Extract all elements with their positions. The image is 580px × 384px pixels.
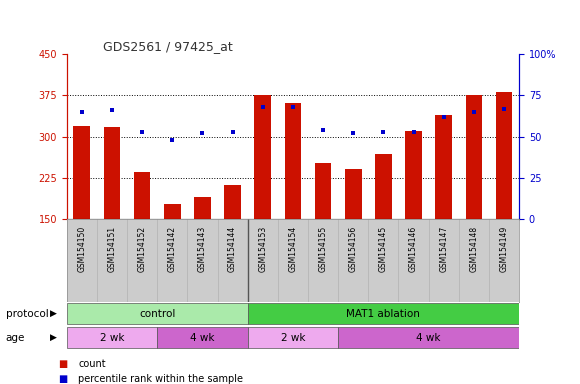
Text: count: count bbox=[78, 359, 106, 369]
Bar bbox=[345, 169, 361, 219]
Text: GSM154143: GSM154143 bbox=[198, 226, 207, 272]
Text: control: control bbox=[139, 309, 175, 319]
Text: GSM154151: GSM154151 bbox=[107, 226, 117, 272]
Text: GSM154146: GSM154146 bbox=[409, 226, 418, 272]
Bar bbox=[315, 163, 331, 219]
Text: protocol: protocol bbox=[6, 309, 49, 319]
Text: GSM154142: GSM154142 bbox=[168, 226, 177, 272]
FancyBboxPatch shape bbox=[67, 303, 248, 324]
Text: GDS2561 / 97425_at: GDS2561 / 97425_at bbox=[103, 40, 233, 53]
Text: 4 wk: 4 wk bbox=[416, 333, 441, 343]
Text: GSM154148: GSM154148 bbox=[469, 226, 478, 272]
FancyBboxPatch shape bbox=[248, 303, 519, 324]
FancyBboxPatch shape bbox=[338, 327, 519, 348]
Text: MAT1 ablation: MAT1 ablation bbox=[346, 309, 420, 319]
Bar bbox=[496, 91, 512, 219]
Bar bbox=[224, 185, 241, 219]
Bar bbox=[285, 103, 301, 219]
FancyBboxPatch shape bbox=[157, 327, 248, 348]
Text: GSM154155: GSM154155 bbox=[318, 226, 328, 272]
FancyBboxPatch shape bbox=[248, 327, 338, 348]
Bar bbox=[405, 131, 422, 219]
Bar bbox=[255, 95, 271, 219]
Text: GSM154156: GSM154156 bbox=[349, 226, 358, 272]
Text: 4 wk: 4 wk bbox=[190, 333, 215, 343]
Text: GSM154147: GSM154147 bbox=[439, 226, 448, 272]
Text: GSM154152: GSM154152 bbox=[137, 226, 147, 272]
Text: age: age bbox=[6, 333, 25, 343]
Bar bbox=[104, 127, 120, 219]
Text: GSM154149: GSM154149 bbox=[499, 226, 509, 272]
Text: ▶: ▶ bbox=[50, 333, 57, 342]
Bar bbox=[375, 154, 392, 219]
Text: ▶: ▶ bbox=[50, 309, 57, 318]
Text: GSM154145: GSM154145 bbox=[379, 226, 388, 272]
Text: GSM154144: GSM154144 bbox=[228, 226, 237, 272]
Text: 2 wk: 2 wk bbox=[281, 333, 305, 343]
Bar bbox=[436, 115, 452, 219]
Text: ■: ■ bbox=[58, 374, 67, 384]
Text: 2 wk: 2 wk bbox=[100, 333, 124, 343]
Text: GSM154154: GSM154154 bbox=[288, 226, 298, 272]
Text: GSM154150: GSM154150 bbox=[77, 226, 86, 272]
Text: GSM154153: GSM154153 bbox=[258, 226, 267, 272]
Text: percentile rank within the sample: percentile rank within the sample bbox=[78, 374, 243, 384]
Bar bbox=[164, 204, 180, 219]
FancyBboxPatch shape bbox=[67, 327, 157, 348]
Bar bbox=[134, 172, 150, 219]
Text: ■: ■ bbox=[58, 359, 67, 369]
Bar bbox=[466, 95, 482, 219]
Bar bbox=[74, 126, 90, 219]
Bar bbox=[194, 197, 211, 219]
